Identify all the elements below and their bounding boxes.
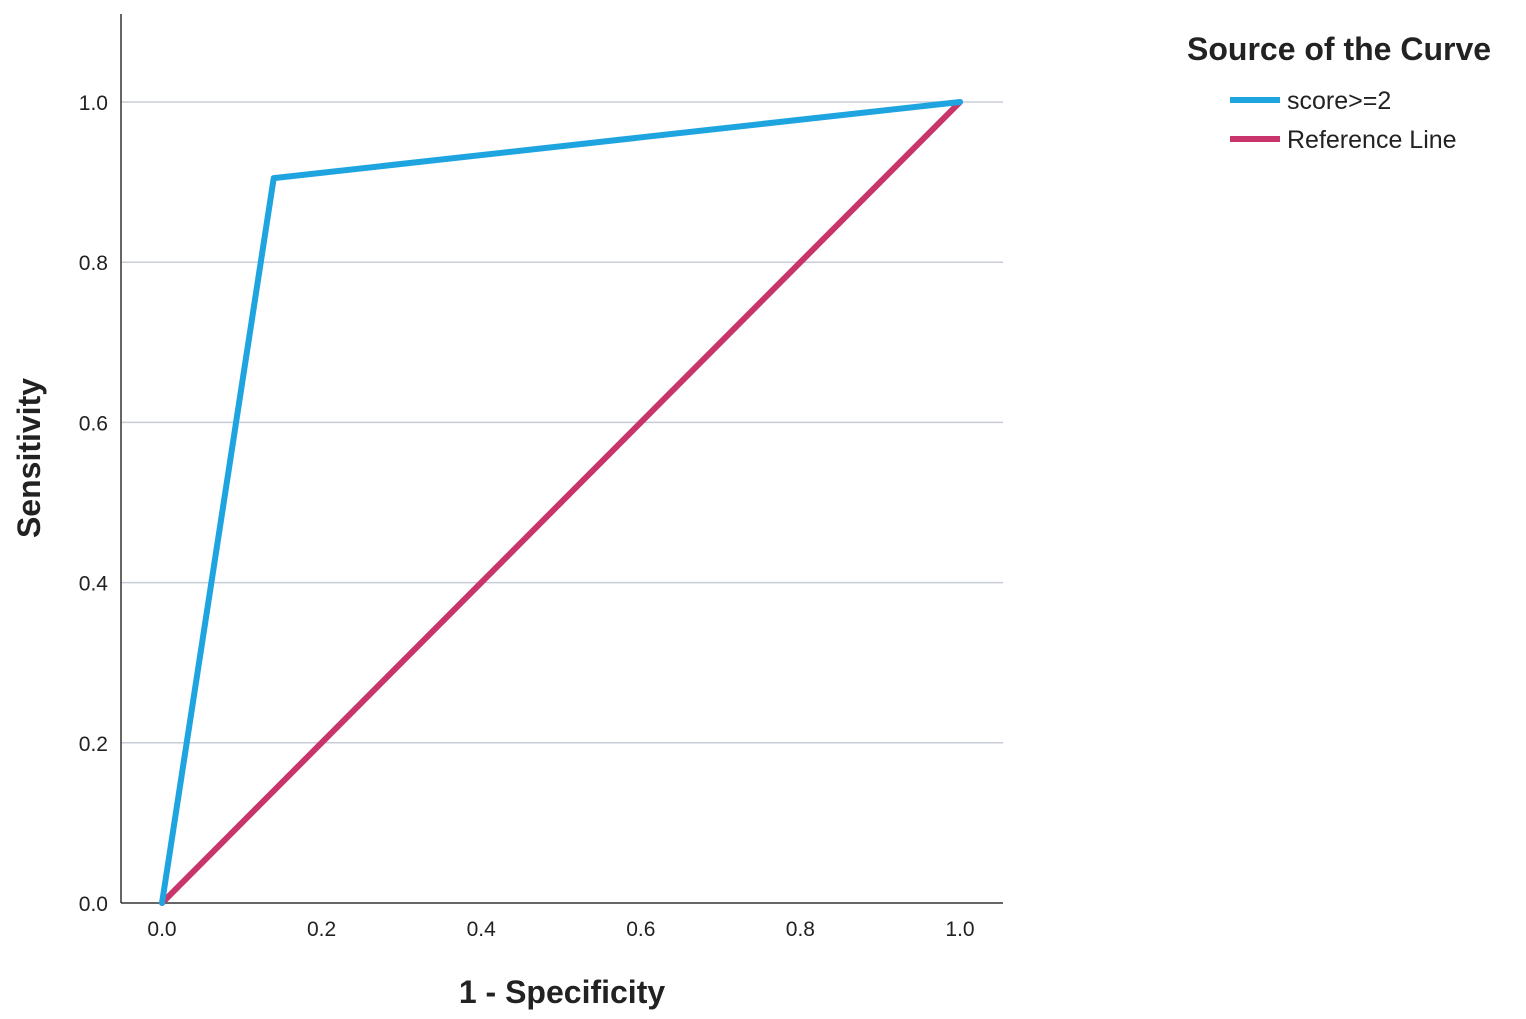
legend-items: score>=2 Reference Line xyxy=(1230,87,1457,154)
x-tick-label: 0.0 xyxy=(147,918,176,941)
y-tick-label: 0.0 xyxy=(79,893,108,916)
x-tick-label: 0.8 xyxy=(786,918,815,941)
legend-item: score>=2 xyxy=(1230,87,1391,115)
series-line-score-2 xyxy=(159,99,963,906)
gridlines xyxy=(121,101,1003,744)
x-tick-label: 0.6 xyxy=(626,918,655,941)
x-tick-label: 0.4 xyxy=(467,918,497,941)
legend-item: Reference Line xyxy=(1230,126,1457,154)
axes xyxy=(120,14,1003,904)
y-tick-labels: 0.0 0.2 0.4 0.6 0.8 1.0 xyxy=(79,92,109,916)
series-lines xyxy=(159,99,963,906)
y-tick-label: 0.2 xyxy=(79,733,108,756)
legend-title: Source of the Curve xyxy=(1187,31,1491,67)
x-tick-label: 0.2 xyxy=(307,918,336,941)
y-tick-label: 1.0 xyxy=(79,92,108,115)
y-tick-label: 0.8 xyxy=(79,252,108,275)
x-tick-labels: 0.0 0.2 0.4 0.6 0.8 1.0 xyxy=(147,918,974,941)
x-axis-title: 1 - Specificity xyxy=(459,974,666,1010)
y-tick-label: 0.4 xyxy=(79,573,109,596)
y-axis-title: Sensitivity xyxy=(11,378,47,538)
x-tick-label: 1.0 xyxy=(945,918,974,941)
legend-label: score>=2 xyxy=(1287,87,1391,115)
legend-label: Reference Line xyxy=(1287,126,1457,154)
y-tick-label: 0.6 xyxy=(79,412,108,435)
legend: Source of the Curve score>=2 Reference Li… xyxy=(1187,31,1491,154)
series-line-reference-line xyxy=(159,99,963,906)
